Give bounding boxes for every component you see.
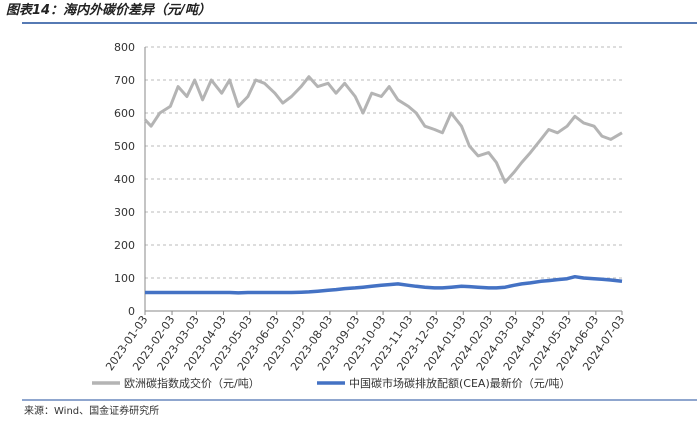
series-line <box>143 75 623 184</box>
series-line <box>145 274 623 295</box>
y-tick-label: 200 <box>114 239 135 252</box>
chart-title: 图表14：海内外碳价差异（元/吨） <box>6 2 211 18</box>
y-tick-label: 600 <box>114 107 135 120</box>
y-tick-label: 500 <box>114 140 135 153</box>
source: 来源：Wind、国金证券研究所 <box>24 404 159 417</box>
legend-label: 中国碳市场碳排放配额(CEA)最新价（元/吨） <box>349 376 570 390</box>
legend-label: 欧洲碳指数成交价（元/吨） <box>124 376 260 390</box>
y-tick-label: 400 <box>114 173 135 186</box>
y-tick-label: 700 <box>114 74 135 87</box>
y-tick-label: 300 <box>114 206 135 219</box>
y-tick-label: 0 <box>128 305 135 318</box>
y-tick-label: 100 <box>114 272 135 285</box>
y-tick-label: 800 <box>114 41 135 54</box>
